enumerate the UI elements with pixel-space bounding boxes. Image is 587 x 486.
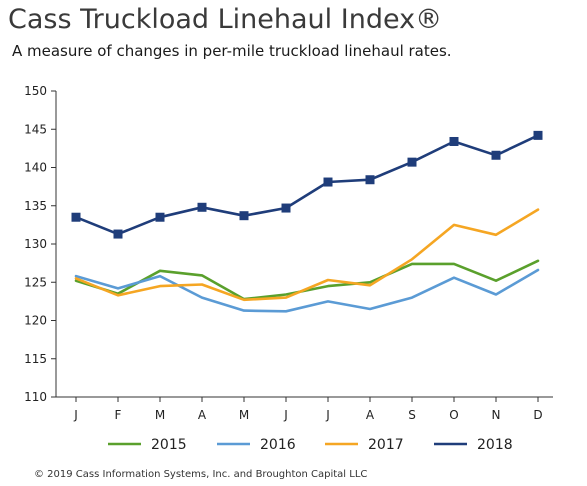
- data-point-2018: [71, 212, 81, 222]
- legend-label-2015: 2015: [151, 437, 187, 453]
- x-tick-label: S: [408, 408, 416, 422]
- copyright-footer: © 2019 Cass Information Systems, Inc. an…: [34, 469, 368, 480]
- y-tick-label: 130: [24, 237, 47, 251]
- x-tick-label: F: [115, 408, 122, 422]
- y-tick-label: 145: [24, 122, 47, 136]
- data-point-2018: [323, 177, 333, 187]
- series-line-2016: [74, 268, 540, 313]
- x-tick-label: J: [73, 408, 78, 422]
- data-point-2018: [239, 211, 249, 221]
- legend-label-2016: 2016: [260, 437, 296, 453]
- chart-subtitle: A measure of changes in per-mile trucklo…: [12, 42, 452, 60]
- data-point-2018: [533, 130, 543, 140]
- y-tick-label: 115: [24, 352, 47, 366]
- legend-label-2017: 2017: [368, 437, 404, 453]
- y-tick-label: 140: [24, 161, 47, 175]
- series-line-2015: [74, 259, 540, 301]
- x-tick-label: A: [198, 408, 207, 422]
- x-tick-label: O: [449, 408, 458, 422]
- x-tick-label: D: [533, 408, 542, 422]
- y-tick-label: 125: [24, 275, 47, 289]
- y-tick-label: 110: [24, 390, 47, 404]
- x-tick-label: A: [366, 408, 375, 422]
- x-tick-label: J: [283, 408, 288, 422]
- data-point-2018: [407, 157, 417, 167]
- data-point-2018: [449, 136, 459, 146]
- x-tick-label: M: [239, 408, 249, 422]
- data-point-2018: [197, 202, 207, 212]
- x-tick-label: J: [325, 408, 330, 422]
- data-point-2018: [491, 150, 501, 160]
- series-line-2017: [74, 208, 540, 302]
- data-point-2018: [281, 203, 291, 213]
- series-line-2018: [74, 134, 540, 236]
- data-point-2018: [155, 212, 165, 222]
- y-tick-label: 135: [24, 199, 47, 213]
- x-tick-label: M: [155, 408, 165, 422]
- data-point-2018: [365, 175, 375, 185]
- chart-title: Cass Truckload Linehaul Index®: [8, 4, 443, 35]
- x-tick-label: N: [492, 408, 501, 422]
- legend-label-2018: 2018: [477, 437, 513, 453]
- y-tick-label: 120: [24, 314, 47, 328]
- y-tick-label: 150: [24, 84, 47, 98]
- data-point-2018: [113, 229, 123, 239]
